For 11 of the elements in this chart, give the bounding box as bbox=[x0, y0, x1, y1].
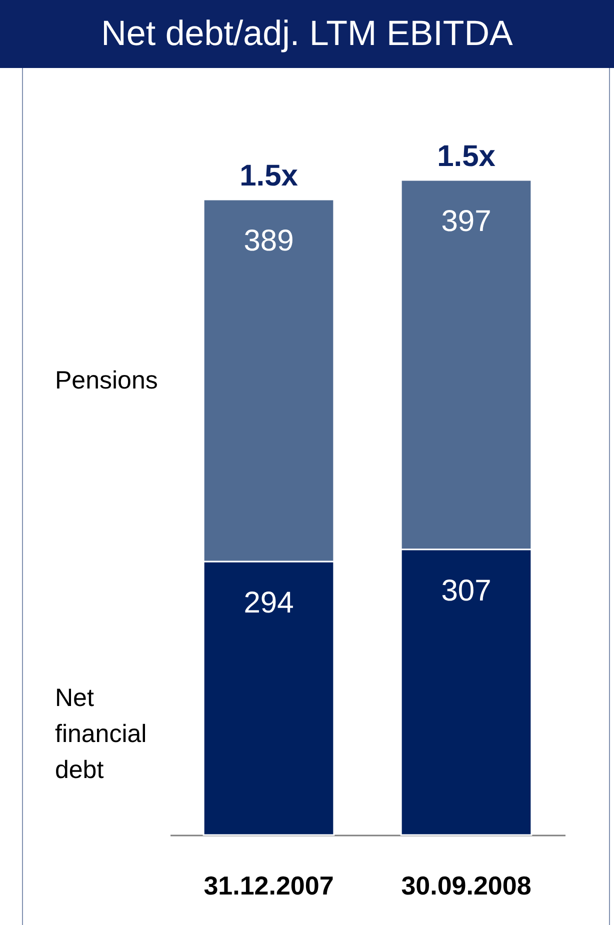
x-tick-label: 31.12.2007 bbox=[204, 870, 334, 900]
text: Net financial debt bbox=[55, 684, 147, 784]
data-label: 294 bbox=[244, 586, 294, 620]
data-label: 307 bbox=[441, 574, 492, 608]
series-label: Pensions bbox=[55, 366, 158, 394]
data-label: 397 bbox=[441, 205, 492, 238]
annotation: 1.5x bbox=[240, 160, 298, 193]
data-label: 389 bbox=[244, 224, 294, 258]
annotation: 1.5x bbox=[437, 140, 496, 173]
chart-title: Net debt/adj. LTM EBITDA bbox=[0, 0, 614, 68]
x-tick-label: 30.09.2008 bbox=[401, 870, 532, 900]
